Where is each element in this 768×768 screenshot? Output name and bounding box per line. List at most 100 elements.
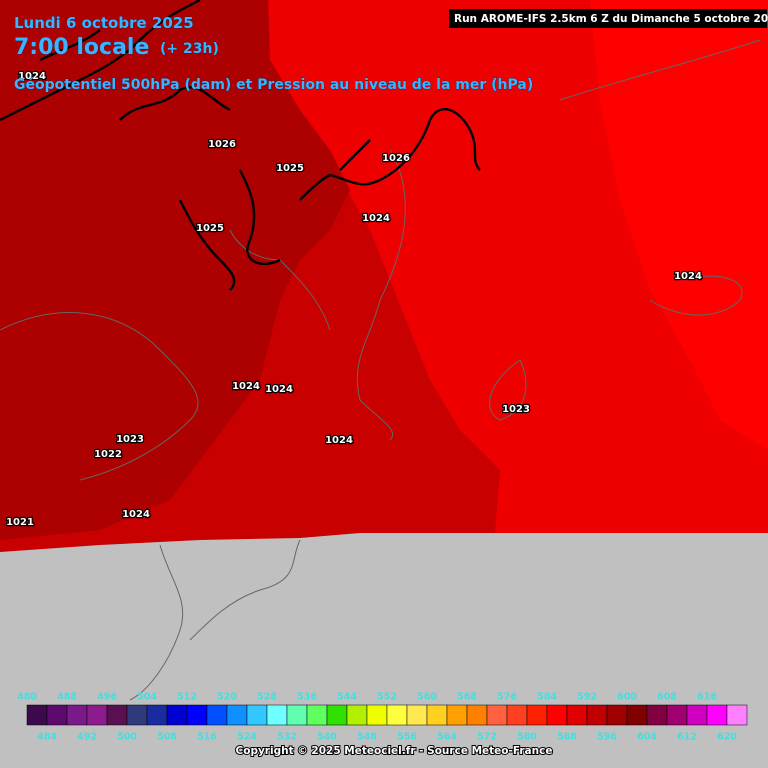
color-scale: 480 484 488 492 496 500 504 508 512 516 520 524 528 5… bbox=[17, 692, 748, 743]
isobar-label: 1024 bbox=[362, 213, 390, 224]
scale-label: 508 bbox=[157, 732, 177, 743]
scale-label: 492 bbox=[77, 732, 97, 743]
scale-label: 600 bbox=[617, 692, 637, 703]
isobar-label: 1026 bbox=[208, 139, 236, 150]
scale-label: 536 bbox=[297, 692, 317, 703]
isobar-label: 1023 bbox=[502, 404, 530, 415]
scale-swatch bbox=[526, 704, 548, 726]
subtitle: Géopotentiel 500hPa (dam) et Pression au… bbox=[14, 77, 533, 93]
scale-label: 608 bbox=[657, 692, 677, 703]
scale-label: 620 bbox=[717, 732, 737, 743]
border-line bbox=[0, 39, 761, 701]
scale-swatch bbox=[386, 704, 408, 726]
scale-swatch bbox=[286, 704, 308, 726]
scale-swatch bbox=[26, 704, 48, 726]
scale-label: 560 bbox=[417, 692, 437, 703]
scale-label: 520 bbox=[217, 692, 237, 703]
isobar-label: 1022 bbox=[94, 449, 122, 460]
scale-label: 488 bbox=[57, 692, 77, 703]
field-572 bbox=[0, 0, 350, 540]
scale-swatch bbox=[626, 704, 648, 726]
scale-label: 592 bbox=[577, 692, 597, 703]
isobar-label: 1026 bbox=[382, 153, 410, 164]
scale-label: 552 bbox=[377, 692, 397, 703]
scale-swatch bbox=[266, 704, 288, 726]
date-label: Lundi 6 octobre 2025 bbox=[14, 14, 194, 32]
scale-label: 568 bbox=[457, 692, 477, 703]
scale-swatch bbox=[186, 704, 208, 726]
scale-swatch bbox=[546, 704, 568, 726]
isobar-label: 1024 bbox=[674, 271, 702, 282]
scale-swatch bbox=[326, 704, 348, 726]
scale-swatch bbox=[126, 704, 148, 726]
scale-label: 596 bbox=[597, 732, 617, 743]
scale-label: 512 bbox=[177, 692, 197, 703]
isobar-label: 1025 bbox=[196, 223, 224, 234]
isobar-label: 1024 bbox=[122, 509, 150, 520]
scale-label: 500 bbox=[117, 732, 137, 743]
scale-label: 544 bbox=[337, 692, 357, 703]
lead-label: (+ 23h) bbox=[160, 41, 219, 57]
scale-swatch bbox=[146, 704, 168, 726]
scale-swatch bbox=[666, 704, 688, 726]
scale-label: 548 bbox=[357, 732, 377, 743]
scale-swatch bbox=[66, 704, 88, 726]
scale-swatch bbox=[346, 704, 368, 726]
scale-label: 524 bbox=[237, 732, 257, 743]
scale-swatch bbox=[306, 704, 328, 726]
isobar-label: 1024 bbox=[265, 384, 293, 395]
scale-swatch bbox=[366, 704, 388, 726]
scale-label: 540 bbox=[317, 732, 337, 743]
scale-swatch bbox=[466, 704, 488, 726]
scale-label: 604 bbox=[637, 732, 657, 743]
scale-label: 496 bbox=[97, 692, 117, 703]
scale-label: 504 bbox=[137, 692, 157, 703]
copyright: Copyright © 2025 Meteociel.fr - Source M… bbox=[236, 745, 553, 757]
scale-label: 556 bbox=[397, 732, 417, 743]
scale-label: 616 bbox=[697, 692, 717, 703]
scale-label: 580 bbox=[517, 732, 537, 743]
isobar-label: 1024 bbox=[325, 435, 353, 446]
scale-swatch bbox=[206, 704, 228, 726]
scale-swatch bbox=[226, 704, 248, 726]
scale-swatch bbox=[566, 704, 588, 726]
scale-swatch bbox=[606, 704, 628, 726]
scale-label: 528 bbox=[257, 692, 277, 703]
scale-swatch bbox=[246, 704, 268, 726]
field-584 bbox=[590, 0, 768, 450]
scale-label: 572 bbox=[477, 732, 497, 743]
scale-swatch bbox=[426, 704, 448, 726]
isobar-label: 1023 bbox=[116, 434, 144, 445]
scale-label: 484 bbox=[37, 732, 57, 743]
isobar-label: 1024 bbox=[232, 381, 260, 392]
time-label: 7:00 locale bbox=[14, 35, 149, 60]
scale-swatch bbox=[46, 704, 68, 726]
scale-swatch bbox=[86, 704, 108, 726]
scale-swatch bbox=[406, 704, 428, 726]
scale-label: 516 bbox=[197, 732, 217, 743]
isobar-label: 1021 bbox=[6, 517, 34, 528]
scale-label: 612 bbox=[677, 732, 697, 743]
scale-swatch bbox=[726, 704, 748, 726]
isobar-label: 1025 bbox=[276, 163, 304, 174]
isobar-line bbox=[0, 0, 481, 291]
scale-swatch bbox=[486, 704, 508, 726]
scale-swatch bbox=[166, 704, 188, 726]
scale-swatch bbox=[586, 704, 608, 726]
scale-label: 532 bbox=[277, 732, 297, 743]
scale-label: 576 bbox=[497, 692, 517, 703]
scale-label: 480 bbox=[17, 692, 37, 703]
scale-label: 588 bbox=[557, 732, 577, 743]
scale-swatch bbox=[706, 704, 728, 726]
scale-swatch bbox=[506, 704, 528, 726]
scale-swatch bbox=[106, 704, 128, 726]
scale-swatch bbox=[446, 704, 468, 726]
scale-label: 584 bbox=[537, 692, 557, 703]
scale-swatch bbox=[646, 704, 668, 726]
isobar-label: 1024 bbox=[18, 71, 46, 82]
scale-swatch bbox=[686, 704, 708, 726]
run-label: Run AROME-IFS 2.5km 6 Z du Dimanche 5 oc… bbox=[454, 13, 768, 25]
scale-label: 564 bbox=[437, 732, 457, 743]
run-box bbox=[449, 9, 767, 28]
